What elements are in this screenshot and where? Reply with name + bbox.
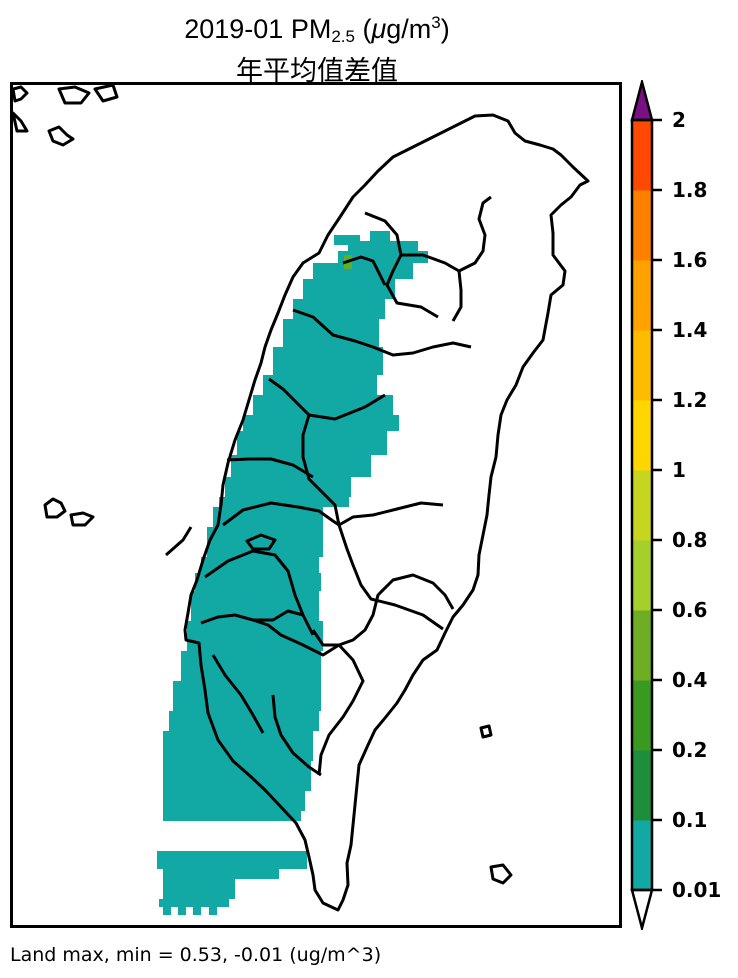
- field-cell-block: [313, 263, 413, 279]
- colorbar-tick-label: 0.1: [672, 808, 707, 832]
- colorbar-tick-label: 1: [672, 458, 686, 482]
- field-cell-block: [181, 651, 321, 681]
- land-max-min-note: Land max, min = 0.53, -0.01 (ug/m^3): [10, 944, 382, 966]
- colorbar-tick-label: 0.01: [672, 878, 721, 902]
- field-cell-block: [163, 907, 171, 915]
- pm25-difference-field: [157, 231, 428, 915]
- lagoon-islet: [245, 533, 277, 551]
- field-cell-block: [201, 557, 319, 573]
- field-cell-block: [157, 851, 307, 869]
- colorbar-over-arrow: [630, 80, 654, 122]
- map-panel: [10, 82, 622, 928]
- field-cell-block: [334, 235, 360, 245]
- field-cell-block: [193, 907, 201, 915]
- penghu-islet-2: [69, 511, 95, 527]
- colorbar-segments: [632, 120, 652, 891]
- field-cell-block: [191, 591, 319, 621]
- field-cell-block: [219, 497, 349, 507]
- chart-title: 2019-01 PM2.5 (μg/m3) 年平均值差值: [0, 6, 634, 88]
- colorbar-tick-label: 1.4: [672, 318, 707, 342]
- colorbar-tick-label: 0.8: [672, 528, 707, 552]
- field-cell-block: [187, 621, 323, 651]
- colorbar-segment: [632, 120, 652, 191]
- field-cell-block: [253, 395, 393, 415]
- islet-west: [47, 125, 75, 147]
- penghu-island: [43, 497, 67, 519]
- colorbar-tick-label: 0.4: [672, 668, 707, 692]
- colorbar-tick-label: 0.6: [672, 598, 707, 622]
- colorbar-under-arrow: [630, 888, 654, 930]
- green-island: [479, 724, 493, 739]
- field-cell-block: [169, 711, 319, 731]
- kinmen-islet-2: [57, 85, 91, 105]
- county-boundaries: [13, 85, 590, 912]
- kinmen-islet-1: [13, 85, 29, 103]
- taiwan-coastline: [183, 113, 590, 912]
- colorbar-segment: [632, 820, 652, 891]
- colorbar-segment: [632, 680, 652, 751]
- colorbar-segment: [632, 750, 652, 821]
- field-cell-block: [159, 899, 229, 907]
- colorbar-segment: [632, 540, 652, 611]
- field-cell-block: [178, 907, 186, 915]
- field-cell-block: [163, 811, 301, 821]
- field-cell-block: [195, 573, 321, 591]
- matsu-islet: [13, 111, 29, 133]
- colorbar-frame: [630, 118, 654, 892]
- taiwan-map: [13, 85, 590, 915]
- title-line-1: 2019-01 PM2.5 (μg/m3): [184, 13, 450, 46]
- colorbar-tick-label: 1.6: [672, 248, 707, 272]
- colorbar-ticks: 0.01 0.1 0.2 0.4 0.6 0.8 1 1.2 1.4 1.6 1.8 2: [652, 108, 721, 902]
- colorbar-segment: [632, 260, 652, 331]
- field-cell-block: [225, 477, 351, 497]
- field-cell-block: [263, 375, 377, 395]
- field-cell-block: [163, 879, 235, 899]
- colorbar-tick-label: 2: [672, 108, 686, 132]
- colorbar-segment: [632, 470, 652, 541]
- field-cell-block: [163, 731, 313, 761]
- colorbar-segment: [632, 400, 652, 471]
- field-cell-block: [243, 415, 399, 431]
- field-cell-block: [209, 907, 217, 915]
- colorbar-tick-label: 1.2: [672, 388, 707, 412]
- colorbar-segment: [632, 330, 652, 401]
- title-line-2: 年平均值差值: [236, 56, 398, 86]
- field-cell-block: [293, 299, 385, 319]
- colorbar-segment: [632, 190, 652, 261]
- field-cell-block: [303, 279, 395, 299]
- colorbar-tick-label: 0.2: [672, 738, 707, 762]
- kinmen-islet-3: [93, 85, 119, 103]
- colorbar-segment: [632, 610, 652, 681]
- field-cell-block: [273, 347, 383, 375]
- colorbar-tick-label: 1.8: [672, 178, 707, 202]
- field-cell-block: [237, 431, 387, 455]
- sandbar: [165, 526, 193, 557]
- orchid-island: [489, 863, 513, 885]
- field-cell-block: [163, 869, 279, 879]
- colorbar: 0.01 0.1 0.2 0.4 0.6 0.8 1 1.2 1.4 1.6 1.8 2: [630, 80, 721, 930]
